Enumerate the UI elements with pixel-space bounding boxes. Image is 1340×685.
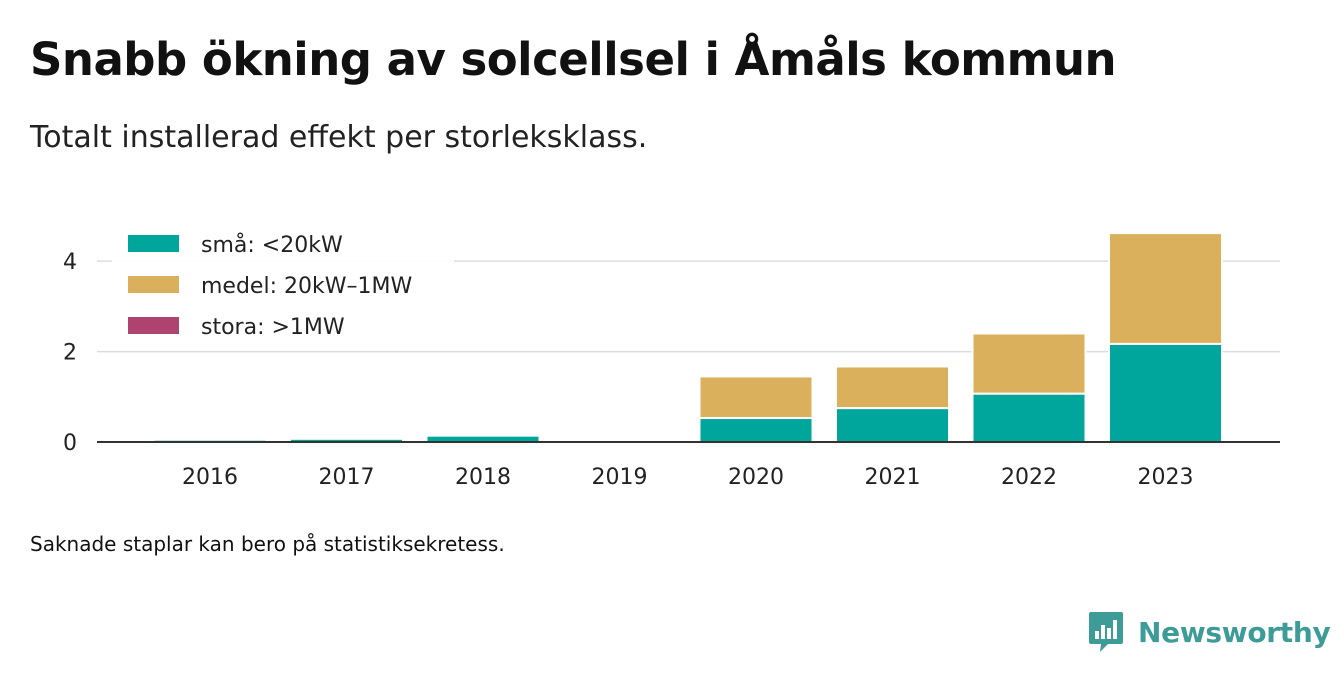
newsworthy-logo-text: Newsworthy <box>1138 615 1331 649</box>
stacked-bar-chart: 0 2 4 2016 2017 2018 2019 2020 2021 2022 2023 små: … <box>63 232 1280 490</box>
legend-swatch <box>128 276 179 293</box>
bar-segment <box>698 417 814 444</box>
legend-swatch <box>128 317 179 334</box>
legend-swatch <box>128 235 179 252</box>
y-tick-label: 0 <box>63 431 77 456</box>
x-tick-label: 2022 <box>1001 465 1057 490</box>
x-tick-label: 2020 <box>728 465 784 490</box>
x-tick-label: 2021 <box>865 465 921 490</box>
bar-segment <box>835 407 950 443</box>
bar-segment <box>1108 342 1223 444</box>
y-tick-label: 2 <box>63 341 77 366</box>
y-tick-label: 4 <box>63 250 77 275</box>
newsworthy-logo-icon <box>1089 612 1123 652</box>
x-tick-label: 2019 <box>592 465 648 490</box>
x-tick-label: 2016 <box>182 465 238 490</box>
x-tick-label: 2017 <box>319 465 375 490</box>
x-tick-label: 2023 <box>1138 465 1194 490</box>
bar-segment <box>698 375 814 420</box>
footnote: Saknade staplar kan bero på statistiksek… <box>30 532 505 556</box>
chart-subtitle: Totalt installerad effekt per storlekskl… <box>30 120 648 155</box>
bar-segment <box>971 332 1087 395</box>
legend-label: små: <20kW <box>201 232 343 258</box>
x-tick-label: 2018 <box>455 465 511 490</box>
bar-segment <box>835 365 950 410</box>
chart-title: Snabb ökning av solcellsel i Åmåls kommu… <box>30 33 1117 86</box>
newsworthy-logo[interactable]: Newsworthy <box>1088 611 1331 653</box>
legend-label: stora: >1MW <box>201 315 345 340</box>
bar-segment <box>1108 232 1223 345</box>
legend-label: medel: 20kW–1MW <box>201 274 412 299</box>
bar-segment <box>971 392 1087 444</box>
